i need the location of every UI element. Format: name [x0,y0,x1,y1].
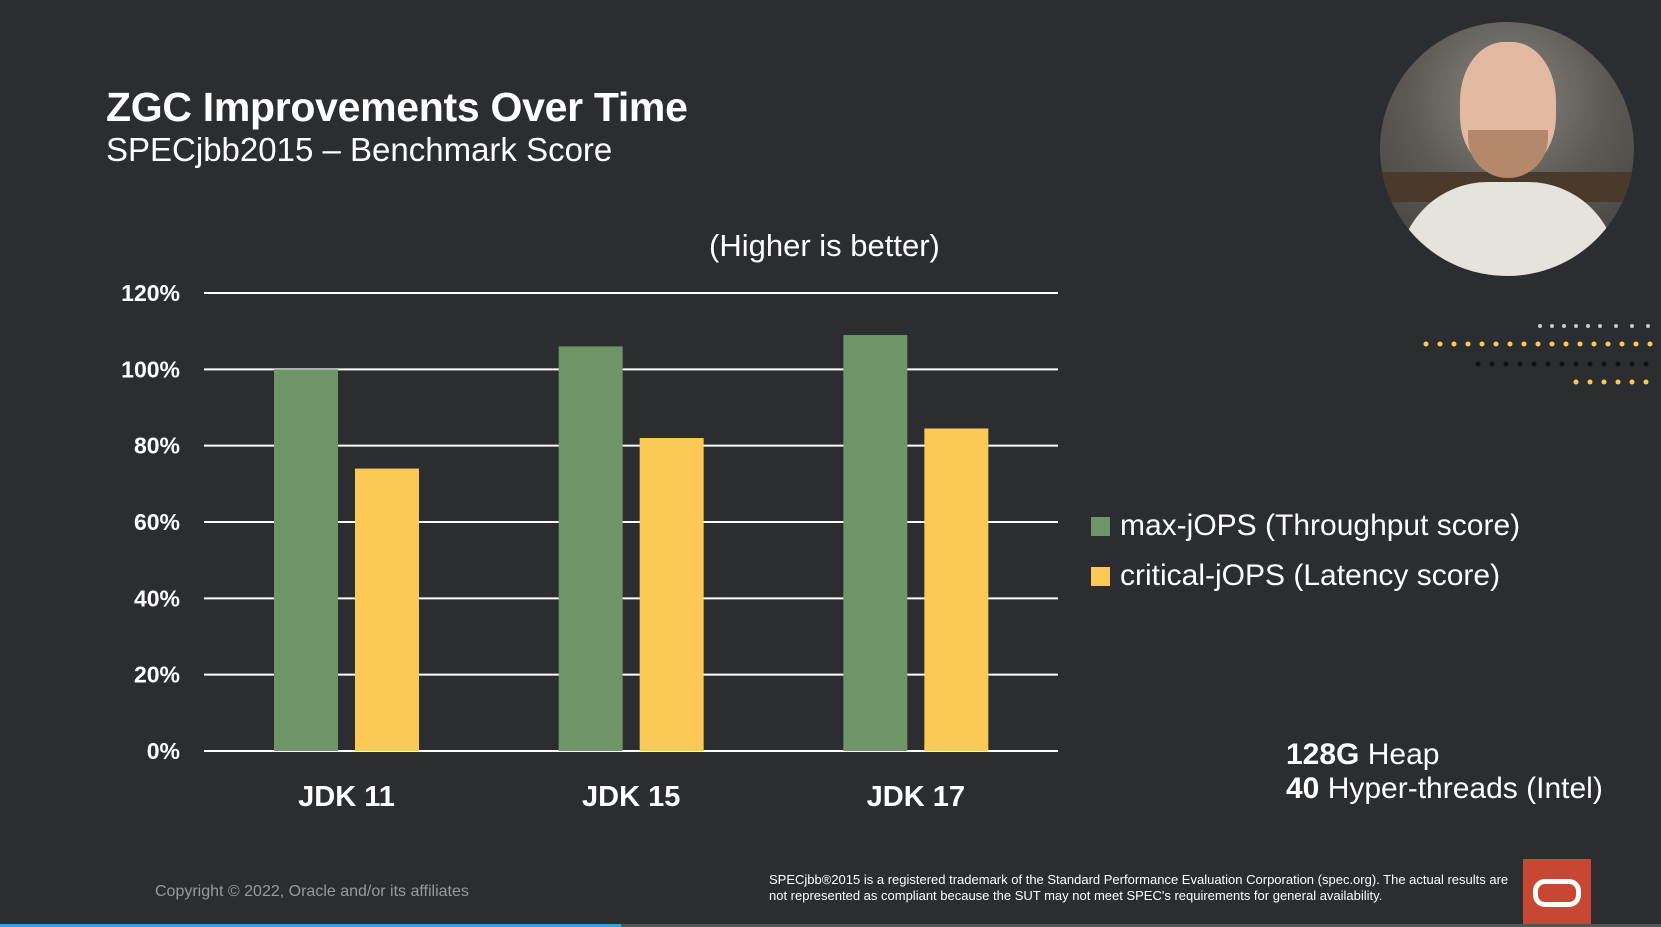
bar [558,346,623,751]
legend-swatch-max-jops [1091,516,1110,536]
legend-swatch-critical-jops [1091,566,1110,586]
decorative-dots [1423,324,1653,385]
y-tick-label: 0% [147,738,180,764]
video-progress-bar[interactable] [0,924,1661,927]
legend-label-critical-jops: critical-jOPS (Latency score) [1120,559,1501,592]
y-tick-label: 100% [121,356,180,382]
x-category-label: JDK 17 [867,781,965,813]
y-tick-label: 40% [134,585,180,611]
spec-threads: 40 Hyper-threads (Intel) [1286,772,1603,805]
bar [355,468,419,751]
x-category-label: JDK 15 [582,781,680,813]
bar [924,428,989,751]
oracle-ring-icon [1533,879,1581,907]
presenter-webcam [1380,22,1634,276]
legend-item-critical-jops: critical-jOPS (Latency score) [1091,551,1520,601]
bar [843,334,908,751]
y-tick-label: 20% [134,662,180,688]
disclaimer: SPECjbb®2015 is a registered trademark o… [769,872,1509,903]
y-tick-label: 60% [134,509,180,535]
oracle-logo [1523,859,1591,927]
slide-subtitle: SPECjbb2015 – Benchmark Score [106,131,613,168]
slide-title: ZGC Improvements Over Time [106,84,688,130]
video-progress-fill [0,924,622,927]
y-tick-label: 120% [121,280,180,306]
test-specs: 128G Heap 40 Hyper-threads (Intel) [1286,738,1603,806]
bar [274,369,338,751]
legend-label-max-jops: max-jOPS (Throughput score) [1120,509,1521,542]
chart-note: (Higher is better) [709,228,940,263]
x-category-label: JDK 11 [298,781,395,813]
legend-item-max-jops: max-jOPS (Throughput score) [1091,501,1520,551]
y-tick-label: 80% [134,433,180,459]
bar [639,438,704,751]
chart-legend: max-jOPS (Throughput score) critical-jOP… [1091,501,1520,601]
spec-heap: 128G Heap [1286,738,1440,771]
copyright: Copyright © 2022, Oracle and/or its affi… [155,883,469,900]
